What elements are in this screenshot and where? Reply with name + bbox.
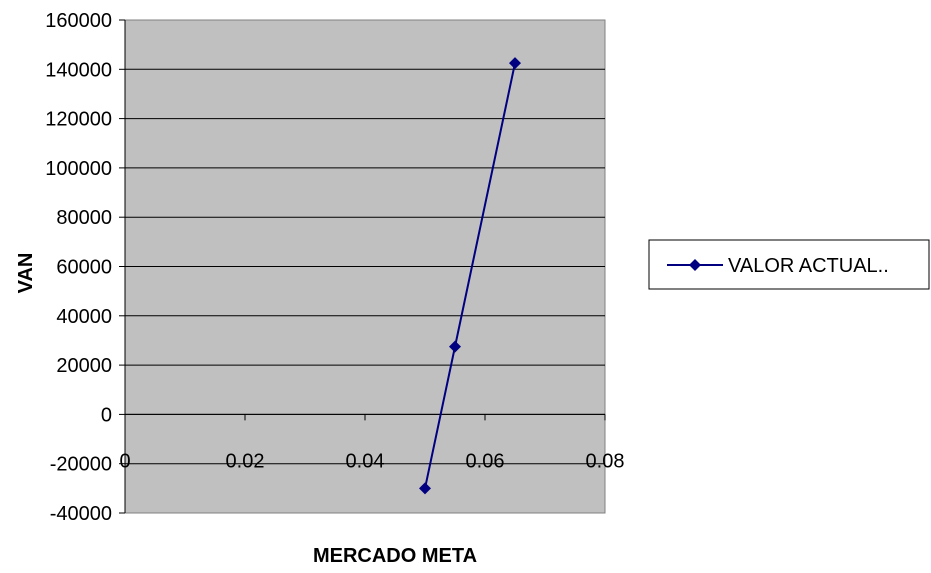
data-point-marker (449, 340, 461, 353)
y-tick-label: 0 (101, 404, 112, 426)
y-tick-labels: -40000 -20000 0 20000 40000 60000 80000 100000 1… (45, 10, 112, 525)
y-tick-label: -40000 (50, 503, 112, 525)
series-markers (419, 57, 521, 495)
data-point-marker (509, 57, 521, 70)
y-axis-title: VAN (15, 253, 37, 294)
x-axis-title: MERCADO META (313, 545, 477, 567)
x-tick-label: 0.02 (226, 450, 265, 472)
x-tick-label: 0 (119, 450, 130, 472)
y-tick-label: 120000 (45, 109, 112, 131)
axes (119, 19, 606, 514)
y-tick-label: 20000 (56, 355, 112, 377)
data-point-marker (419, 482, 431, 495)
y-tick-label: -20000 (50, 454, 112, 476)
legend-series-marker (689, 259, 701, 271)
x-tick-label: 0.04 (346, 450, 385, 472)
x-tick-label: 0.06 (466, 450, 505, 472)
y-tick-label: 160000 (45, 10, 112, 32)
y-tick-label: 140000 (45, 59, 112, 81)
x-tick-label: 0.08 (586, 450, 625, 472)
y-tick-label: 60000 (56, 257, 112, 279)
y-tick-label: 80000 (56, 207, 112, 229)
x-tick-labels: 0 0.02 0.04 0.06 0.08 (119, 450, 624, 472)
y-tick-label: 100000 (45, 158, 112, 180)
legend-series-label: VALOR ACTUAL.. (728, 255, 889, 277)
legend: VALOR ACTUAL.. (648, 239, 930, 290)
y-tick-label: 40000 (56, 306, 112, 328)
